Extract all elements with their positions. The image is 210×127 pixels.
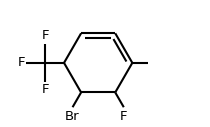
Text: Br: Br: [65, 110, 80, 123]
Text: F: F: [42, 83, 49, 96]
Text: F: F: [17, 56, 25, 69]
Text: F: F: [120, 110, 127, 123]
Text: F: F: [42, 29, 49, 42]
